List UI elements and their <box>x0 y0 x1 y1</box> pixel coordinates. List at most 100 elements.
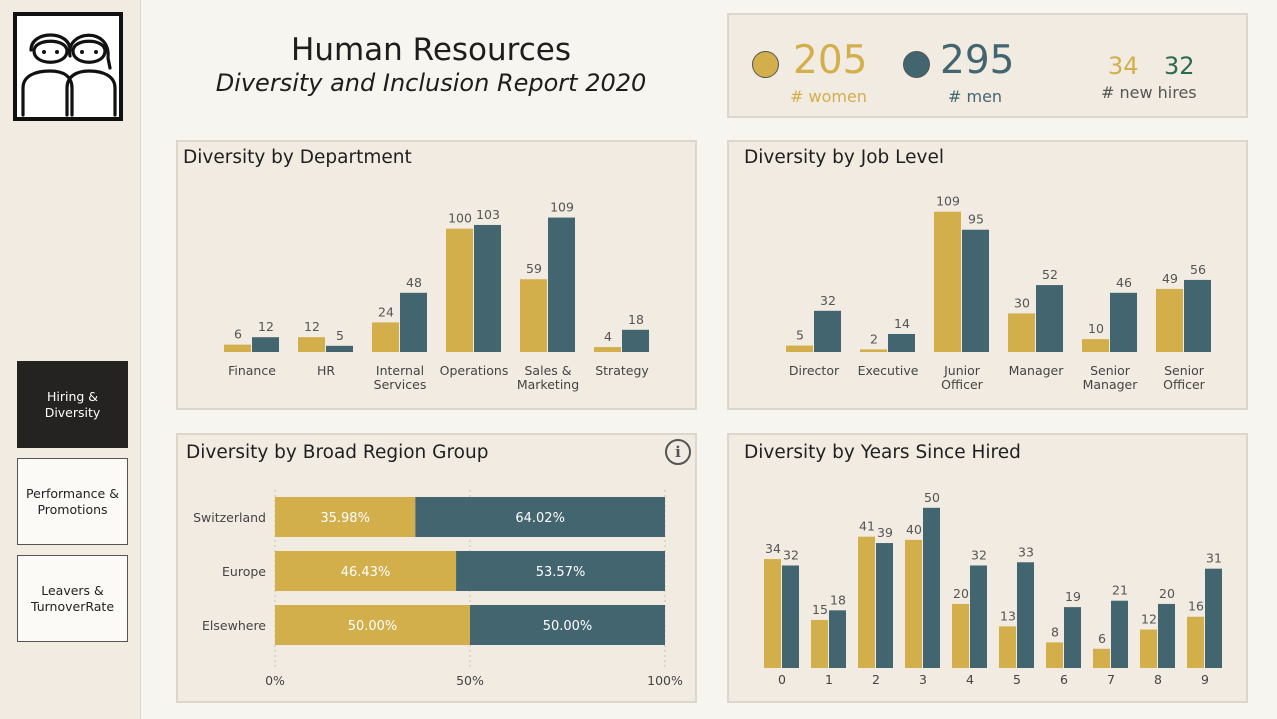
category-label: Officer <box>1163 377 1205 392</box>
data-label: 50.00% <box>348 619 398 634</box>
nav-performance-promotions[interactable]: Performance & Promotions <box>17 458 128 545</box>
category-label: 4 <box>966 672 974 687</box>
bar-women <box>372 322 399 352</box>
data-label: 6 <box>234 327 242 342</box>
page-subtitle: Diversity and Inclusion Report 2020 <box>215 69 647 97</box>
men-label: # men <box>948 87 1003 106</box>
category-label: 1 <box>825 672 833 687</box>
bar-men <box>1064 607 1081 668</box>
bar-men <box>470 605 665 645</box>
new-hires-men: 32 <box>1164 52 1195 80</box>
bar-women <box>1008 313 1035 352</box>
category-label: Marketing <box>517 377 579 392</box>
category-label: 2 <box>872 672 880 687</box>
department-panel: Diversity by Department 6 12 Finance 12 5 HR 2… <box>176 140 697 410</box>
logo <box>13 12 123 121</box>
data-label: 19 <box>1065 589 1081 604</box>
data-label: 41 <box>859 519 875 534</box>
data-label: 109 <box>936 194 960 209</box>
bar-women <box>858 536 875 668</box>
x-tick-label: 100% <box>647 673 683 688</box>
data-label: 48 <box>406 275 422 290</box>
new-hires-label: # new hires <box>1101 83 1197 102</box>
nav-label: Hiring & Diversity <box>44 388 101 420</box>
data-label: 34 <box>765 541 781 556</box>
data-label: 12 <box>1141 612 1157 627</box>
data-label: 50 <box>924 490 940 505</box>
data-label: 32 <box>783 547 799 562</box>
data-label: 31 <box>1206 551 1222 566</box>
bar-men <box>1111 600 1128 668</box>
bar-men <box>474 224 501 352</box>
nav-leavers-turnover[interactable]: Leavers & TurnoverRate <box>17 555 128 642</box>
category-label: 0 <box>778 672 786 687</box>
data-label: 18 <box>628 312 644 327</box>
bar-men <box>1158 603 1175 668</box>
data-label: 24 <box>378 304 394 319</box>
bar-women <box>811 619 828 668</box>
bar-women <box>860 349 887 352</box>
bar-women <box>275 605 470 645</box>
category-label: Director <box>789 363 840 378</box>
data-label: 20 <box>953 586 969 601</box>
bar-men <box>400 292 427 352</box>
data-label: 16 <box>1188 599 1204 614</box>
bar-men <box>548 217 575 352</box>
nav-label: Performance & Promotions <box>26 485 119 517</box>
bar-women <box>275 497 416 537</box>
category-label: HR <box>317 363 335 378</box>
data-label: 5 <box>796 328 804 343</box>
job-level-title: Diversity by Job Level <box>744 147 944 168</box>
bar-men <box>1184 279 1211 352</box>
info-icon[interactable]: i <box>665 439 691 465</box>
data-label: 2 <box>870 331 878 346</box>
data-label: 35.98% <box>320 511 370 526</box>
category-label: Executive <box>858 363 919 378</box>
data-label: 46.43% <box>341 565 391 580</box>
data-label: 33 <box>1018 544 1034 559</box>
region-panel: Diversity by Broad Region Group i 0% 50% 1… <box>176 433 697 703</box>
bar-men <box>1017 562 1034 668</box>
bar-women <box>520 279 547 352</box>
category-label: Senior <box>1090 363 1131 378</box>
bar-women <box>786 345 813 352</box>
new-hires-women: 34 <box>1108 52 1139 80</box>
category-label: Finance <box>228 363 276 378</box>
data-label: 32 <box>971 547 987 562</box>
data-label: 8 <box>1051 624 1059 639</box>
bar-women <box>1187 616 1204 668</box>
category-label: Services <box>374 377 427 392</box>
data-label: 13 <box>1000 608 1016 623</box>
bar-women <box>999 626 1016 668</box>
category-label: Manager <box>1009 363 1065 378</box>
data-label: 15 <box>812 602 828 617</box>
nav-hiring-diversity[interactable]: Hiring & Diversity <box>17 361 128 448</box>
bar-men <box>876 543 893 668</box>
data-label: 4 <box>604 329 612 344</box>
nav-label: Leavers & TurnoverRate <box>30 582 115 614</box>
bar-men <box>1205 568 1222 668</box>
data-label: 103 <box>476 207 500 222</box>
men-dot-icon <box>903 51 930 78</box>
category-label: 7 <box>1107 672 1115 687</box>
bar-men <box>923 507 940 668</box>
category-label: 6 <box>1060 672 1068 687</box>
bar-women <box>764 559 781 668</box>
data-label: 109 <box>550 200 574 215</box>
bar-men <box>252 337 279 352</box>
category-label: Sales & <box>525 363 572 378</box>
bar-men <box>1110 292 1137 352</box>
category-label: 3 <box>919 672 927 687</box>
bar-men <box>1036 285 1063 352</box>
category-label: 8 <box>1154 672 1162 687</box>
bar-men <box>622 329 649 352</box>
data-label: 52 <box>1042 267 1058 282</box>
data-label: 30 <box>1014 295 1030 310</box>
years-title: Diversity by Years Since Hired <box>744 442 1021 463</box>
data-label: 14 <box>894 316 910 331</box>
data-label: 100 <box>448 211 472 226</box>
data-label: 59 <box>526 261 542 276</box>
women-count: 205 <box>793 38 868 83</box>
data-label: 12 <box>304 319 320 334</box>
